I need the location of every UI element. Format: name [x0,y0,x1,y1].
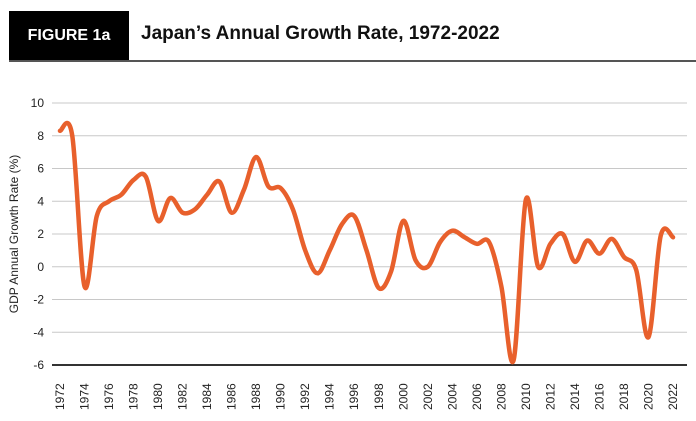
x-tick-label: 1972 [53,383,67,410]
x-tick-label: 1990 [274,383,288,410]
y-tick-label: -4 [33,325,44,339]
series-line [57,120,676,365]
x-tick-label: 2002 [421,383,435,410]
x-tick-label: 2014 [568,383,582,410]
y-axis-label: GDP Annual Growth Rate (%) [7,155,21,314]
chart-title: Japan’s Annual Growth Rate, 1972-2022 [141,23,500,44]
y-tick-label: 8 [37,129,44,143]
y-tick-label: 2 [37,227,44,241]
x-tick-label: 2012 [543,383,557,410]
x-tick-label: 1978 [127,383,141,410]
x-tick-label: 2016 [592,383,606,410]
x-tick-label: 1998 [372,383,386,410]
x-tick-label: 1982 [176,383,190,410]
x-tick-label: 1986 [225,383,239,410]
x-tick-label: 2008 [494,383,508,410]
y-tick-label: 4 [37,194,44,208]
figure-badge: FIGURE 1a [9,11,129,60]
x-tick-label: 1992 [298,383,312,410]
x-tick-label: 1988 [249,383,263,410]
x-tick-label: 1994 [323,383,337,410]
x-tick-label: 2010 [519,383,533,410]
x-tick-label: 2000 [396,383,410,410]
y-tick-label: 6 [37,162,44,176]
x-tick-label: 2018 [617,383,631,410]
x-tick-label: 1980 [151,383,165,410]
x-tick-label: 2004 [445,383,459,410]
figure-header: FIGURE 1a Japan’s Annual Growth Rate, 19… [9,11,696,62]
x-tick-label: 2006 [470,383,484,410]
x-tick-label: 1996 [347,383,361,410]
y-tick-label: -2 [33,293,44,307]
x-tick-label: 1976 [102,383,116,410]
y-tick-label: -6 [33,358,44,372]
x-tick-label: 2022 [666,383,680,410]
x-tick-label: 2020 [641,383,655,410]
y-tick-label: 10 [31,96,45,110]
x-tick-label: 1984 [200,383,214,410]
y-tick-label: 0 [37,260,44,274]
x-tick-label: 1974 [78,383,92,410]
